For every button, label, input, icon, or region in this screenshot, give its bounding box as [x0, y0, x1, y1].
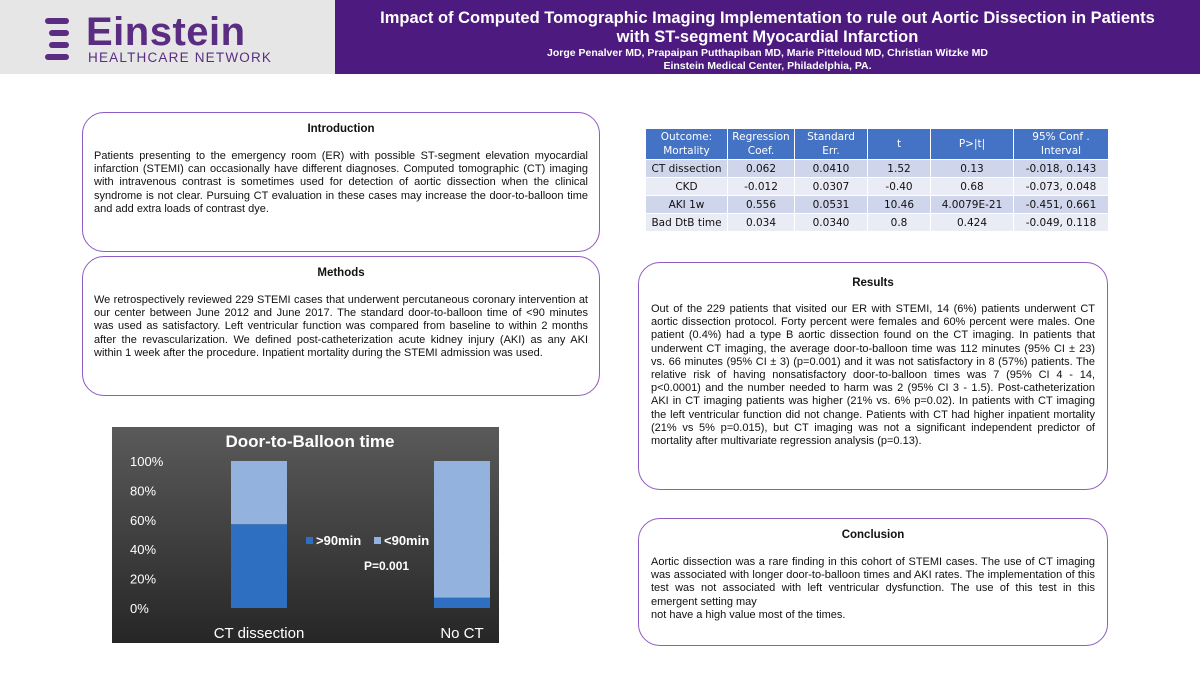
table-cell: -0.012 [727, 177, 795, 196]
legend-label: >90min [316, 533, 361, 548]
table-cell: 10.46 [867, 195, 931, 214]
bar-segment [434, 597, 490, 608]
table-cell: 0.0307 [794, 177, 868, 196]
methods-heading: Methods [317, 267, 365, 279]
bar-segment [434, 461, 490, 598]
table-header-stderr: Standard Err. [794, 128, 868, 160]
chart-svg: Door-to-Balloon time 0% 20% 40% 60% 80% 100% C… [112, 427, 499, 643]
table-cell: 0.0410 [794, 159, 868, 178]
logo-subtitle: HEALTHCARE NETWORK [88, 50, 273, 65]
table-cell: 0.424 [930, 213, 1014, 232]
table-row: AKI 1w 0.556 0.0531 10.46 4.0079E-21 -0.… [645, 195, 1109, 214]
table-header-t: t [867, 128, 931, 160]
logo-wordmark: Einstein [86, 10, 246, 54]
legend-swatch [374, 537, 381, 544]
y-tick-label: 80% [130, 483, 156, 498]
results-box: Results Out of the 229 patients that vis… [638, 262, 1108, 490]
table-header-coef: Regression Coef. [727, 128, 795, 160]
table-cell: -0.018, 0.143 [1013, 159, 1109, 178]
table-cell: 0.0340 [794, 213, 868, 232]
table-cell: 0.68 [930, 177, 1014, 196]
conclusion-text: Aortic dissection was a rare finding in … [651, 556, 1095, 608]
y-tick-label: 40% [130, 542, 156, 557]
table-cell: -0.451, 0.661 [1013, 195, 1109, 214]
table-row: CT dissection 0.062 0.0410 1.52 0.13 -0.… [645, 159, 1109, 178]
table-cell: AKI 1w [645, 195, 728, 214]
table-row: CKD -0.012 0.0307 -0.40 0.68 -0.073, 0.0… [645, 177, 1109, 196]
introduction-text: Patients presenting to the emergency roo… [94, 150, 588, 215]
methods-box: Methods We retrospectively reviewed 229 … [82, 256, 600, 396]
logo-mark-icon [45, 18, 69, 60]
y-tick-label: 0% [130, 601, 149, 616]
poster-authors: Jorge Penalver MD, Prapaipan Putthapiban… [547, 47, 988, 59]
introduction-heading: Introduction [307, 123, 375, 135]
legend-swatch [306, 537, 313, 544]
bar-segment [231, 524, 287, 608]
mortality-regression-table: Outcome: Mortality Regression Coef. Standa… [645, 128, 1109, 232]
table-cell: CKD [645, 177, 728, 196]
x-tick-label: CT dissection [214, 625, 305, 642]
table-cell: 0.13 [930, 159, 1014, 178]
poster-title: Impact of Computed Tomographic Imaging I… [380, 9, 1155, 46]
table-cell: 4.0079E-21 [930, 195, 1014, 214]
y-tick-label: 20% [130, 572, 156, 587]
chart-title: Door-to-Balloon time [225, 432, 394, 451]
conclusion-text-last: not have a high value most of the times. [651, 608, 846, 621]
table-header-outcome: Outcome: Mortality [645, 128, 728, 160]
table-cell: CT dissection [645, 159, 728, 178]
poster-affiliation: Einstein Medical Center, Philadelphia, P… [663, 60, 872, 72]
x-tick-label: No CT [440, 625, 483, 642]
bar-segment [231, 461, 287, 525]
y-tick-label: 100% [130, 454, 164, 469]
results-text: Out of the 229 patients that visited our… [651, 303, 1095, 448]
door-to-balloon-chart: Door-to-Balloon time 0% 20% 40% 60% 80% 100% C… [112, 427, 499, 643]
introduction-box: Introduction Patients presenting to the … [82, 112, 600, 252]
table-row: Bad DtB time 0.034 0.0340 0.8 0.424 -0.0… [645, 213, 1109, 232]
table-cell: -0.073, 0.048 [1013, 177, 1109, 196]
table-header-row: Outcome: Mortality Regression Coef. Standa… [645, 128, 1109, 160]
logo-area: Einstein HEALTHCARE NETWORK [0, 0, 335, 74]
y-tick-label: 60% [130, 513, 156, 528]
table-cell: 0.0531 [794, 195, 868, 214]
poster-header: Impact of Computed Tomographic Imaging I… [335, 0, 1200, 74]
table-cell: 0.034 [727, 213, 795, 232]
conclusion-box: Conclusion Aortic dissection was a rare … [638, 518, 1108, 646]
table-cell: 0.8 [867, 213, 931, 232]
table-cell: 0.556 [727, 195, 795, 214]
conclusion-heading: Conclusion [841, 529, 905, 541]
methods-text: We retrospectively reviewed 229 STEMI ca… [94, 294, 588, 359]
table-cell: 1.52 [867, 159, 931, 178]
p-value-annotation: P=0.001 [364, 559, 409, 573]
table-cell: -0.40 [867, 177, 931, 196]
results-heading: Results [852, 277, 894, 289]
table-header-ci: 95% Conf . Interval [1013, 128, 1109, 160]
table-cell: 0.062 [727, 159, 795, 178]
legend-label: <90min [384, 533, 429, 548]
table-cell: Bad DtB time [645, 213, 728, 232]
table-header-p: P>|t| [930, 128, 1014, 160]
table-cell: -0.049, 0.118 [1013, 213, 1109, 232]
